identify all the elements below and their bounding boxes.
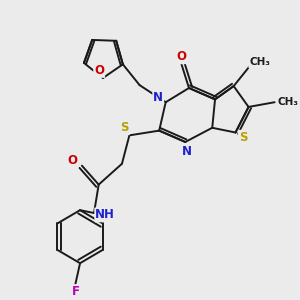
Text: S: S — [121, 121, 129, 134]
Text: N: N — [153, 91, 163, 104]
Text: CH₃: CH₃ — [277, 97, 298, 107]
Text: O: O — [94, 64, 104, 77]
Text: O: O — [176, 50, 187, 63]
Text: NH: NH — [95, 208, 115, 221]
Text: S: S — [239, 131, 247, 144]
Text: O: O — [68, 154, 78, 167]
Text: F: F — [71, 285, 80, 298]
Text: CH₃: CH₃ — [249, 57, 270, 68]
Text: N: N — [182, 145, 192, 158]
